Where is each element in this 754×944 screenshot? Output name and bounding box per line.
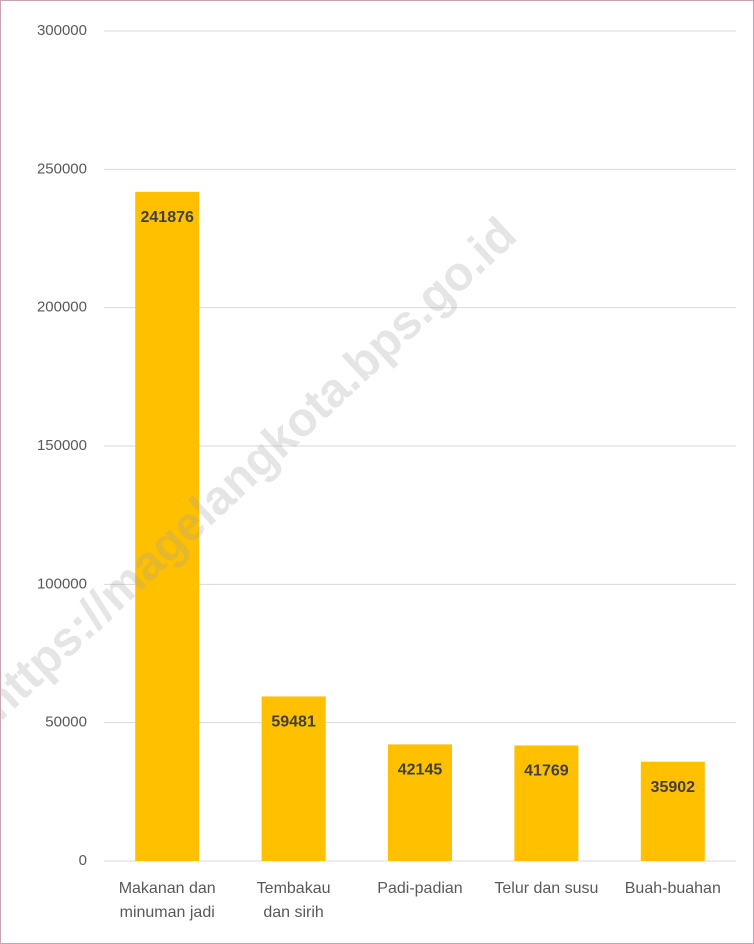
x-tick-label: Tembakau dan sirih — [256, 880, 331, 921]
data-label: 35902 — [651, 779, 696, 796]
y-tick-label: 250000 — [37, 160, 87, 177]
bar — [135, 191, 200, 861]
bar — [388, 744, 452, 861]
bar — [261, 696, 326, 861]
y-tick-label: 150000 — [37, 437, 87, 454]
x-tick-label: Padi-padian — [377, 880, 463, 897]
data-label: 59481 — [271, 714, 316, 731]
y-tick-label: 50000 — [45, 714, 87, 731]
y-tick-label: 0 — [79, 852, 87, 869]
bar — [514, 745, 579, 861]
data-label: 42145 — [398, 762, 443, 779]
x-tick-label: Buah-buahan — [624, 880, 721, 897]
data-label: 41769 — [524, 763, 569, 780]
y-tick-label: 100000 — [37, 575, 87, 592]
x-tick-label: Telur dan susu — [494, 880, 599, 897]
y-tick-label: 300000 — [37, 22, 87, 39]
y-tick-label: 200000 — [37, 299, 87, 316]
x-tick-label: Makanan dan minuman jadi — [118, 880, 216, 921]
data-label: 241876 — [141, 209, 194, 226]
watermark: https://magelangkota.bps.go.id — [1, 208, 527, 731]
bar — [640, 761, 705, 861]
